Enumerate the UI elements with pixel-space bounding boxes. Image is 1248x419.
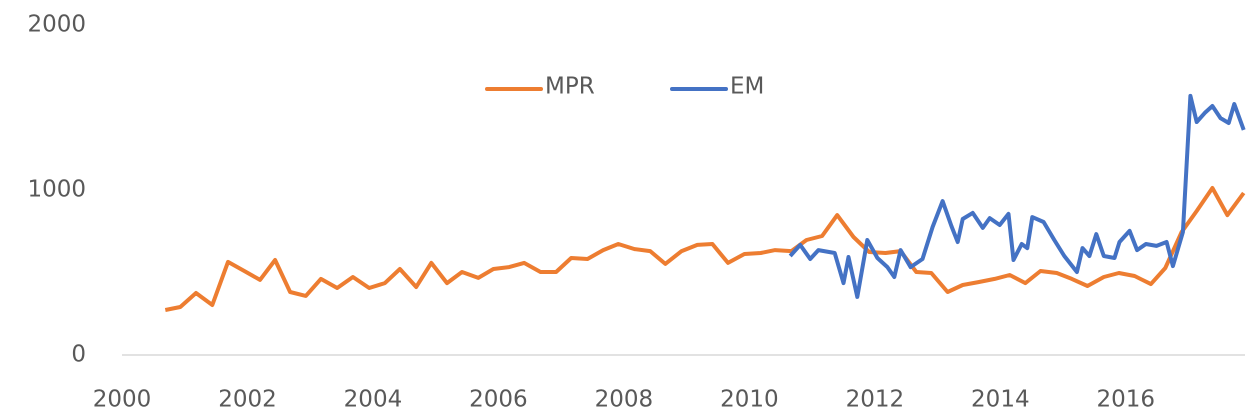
y-tick-label: 0 (71, 342, 86, 368)
x-tick-label: 2004 (344, 387, 403, 413)
series-line (164, 186, 1246, 312)
x-tick-label: 2010 (720, 387, 779, 413)
y-tick-label: 1000 (27, 177, 86, 203)
x-tick-label: 2016 (1097, 387, 1156, 413)
legend-label: MPR (545, 74, 595, 100)
x-tick-label: 2012 (846, 387, 905, 413)
x-tick-label: 2006 (469, 387, 528, 413)
x-tick-label: 2002 (218, 387, 277, 413)
x-tick-label: 2000 (93, 387, 152, 413)
legend-label: EM (730, 74, 764, 100)
y-tick-label: 2000 (27, 12, 86, 38)
x-tick-label: 2014 (971, 387, 1030, 413)
series-line (788, 93, 1246, 299)
x-tick-label: 2008 (595, 387, 654, 413)
